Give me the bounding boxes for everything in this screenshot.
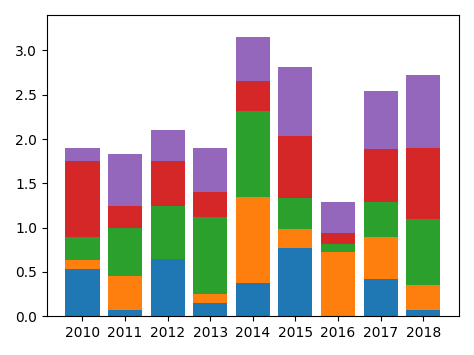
Bar [108, 277, 142, 310]
Bar [151, 206, 185, 259]
Bar [278, 67, 312, 136]
Bar [364, 149, 398, 202]
Bar [406, 310, 440, 316]
Bar [151, 161, 185, 206]
Bar [321, 244, 355, 252]
Bar [364, 91, 398, 149]
Bar [236, 81, 270, 111]
Bar [406, 148, 440, 219]
Bar [236, 111, 270, 197]
Bar [193, 217, 228, 294]
Bar [193, 303, 228, 316]
Bar [278, 136, 312, 197]
Bar [108, 228, 142, 277]
Bar [65, 161, 100, 236]
Bar [193, 148, 228, 192]
Bar [364, 202, 398, 237]
Bar [236, 283, 270, 316]
Bar [321, 252, 355, 316]
Bar [65, 261, 100, 269]
Bar [406, 285, 440, 310]
Bar [236, 197, 270, 283]
Bar [108, 206, 142, 228]
Bar [108, 310, 142, 316]
Bar [278, 197, 312, 229]
Bar [406, 219, 440, 285]
Bar [406, 75, 440, 148]
Bar [278, 248, 312, 316]
Bar [108, 154, 142, 206]
Bar [364, 279, 398, 316]
Bar [65, 236, 100, 261]
Bar [321, 233, 355, 244]
Bar [65, 148, 100, 161]
Bar [236, 37, 270, 81]
Bar [193, 192, 228, 217]
Bar [65, 269, 100, 316]
Bar [151, 259, 185, 316]
Bar [278, 229, 312, 248]
Bar [193, 294, 228, 303]
Bar [151, 130, 185, 161]
Bar [364, 237, 398, 279]
Bar [321, 202, 355, 233]
